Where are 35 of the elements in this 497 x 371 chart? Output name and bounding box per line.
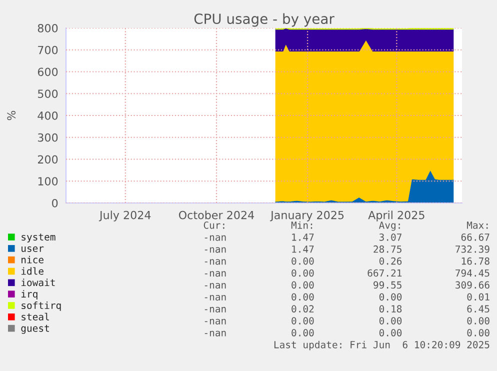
y-tick-label: 500	[38, 90, 58, 98]
chart-title: CPU usage - by year	[194, 13, 334, 27]
legend-label: system	[22, 234, 56, 242]
legend-label: idle	[21, 267, 44, 275]
legend-label: guest	[21, 324, 49, 334]
x-tick-label: January 2025	[270, 210, 344, 222]
y-tick-label: 200	[38, 155, 58, 164]
y-tick-label: 100	[38, 177, 58, 186]
legend-label: irq	[21, 290, 38, 300]
text: -nan 0.00 667.21 794.45	[204, 269, 490, 277]
text: Last update: Fri Jun 6 10:20:09 2025	[274, 340, 490, 350]
legend-label: softirq	[22, 302, 61, 311]
y-tick-label: 600	[38, 68, 58, 76]
legend-label: iowait	[21, 278, 55, 286]
text: -nan 0.00 99.55 309.66	[204, 281, 490, 289]
legend-label: user	[22, 246, 44, 252]
x-tick-label: July 2024	[98, 210, 151, 222]
y-tick-label: 700	[38, 46, 58, 54]
y-tick-label: 800	[38, 24, 58, 32]
legend-label: nice	[22, 256, 44, 264]
y-tick-label: 0	[52, 198, 58, 208]
text: -nan 1.47 3.07 66.67	[204, 233, 490, 241]
legend-label: steal	[22, 312, 49, 320]
text: -nan 0.00 0.00 0.00	[204, 317, 490, 324]
y-tick-label: 300	[38, 133, 58, 142]
text: -nan 0.02 0.18 6.45	[204, 305, 490, 313]
y-tick-label: 400	[38, 111, 58, 120]
text: -nan 0.00 0.00 0.00	[204, 329, 490, 336]
y-axis-title: %	[7, 110, 16, 120]
text: -nan 0.00 0.26 16.78	[204, 257, 490, 265]
x-tick-label: April 2025	[368, 210, 424, 222]
text: -nan 0.00 0.00 0.01	[204, 293, 490, 301]
text: Cur: Min: Avg: Max:	[204, 221, 488, 231]
x-tick-label: October 2024	[178, 210, 254, 220]
text: -nan 1.47 28.75 732.39	[204, 245, 490, 253]
